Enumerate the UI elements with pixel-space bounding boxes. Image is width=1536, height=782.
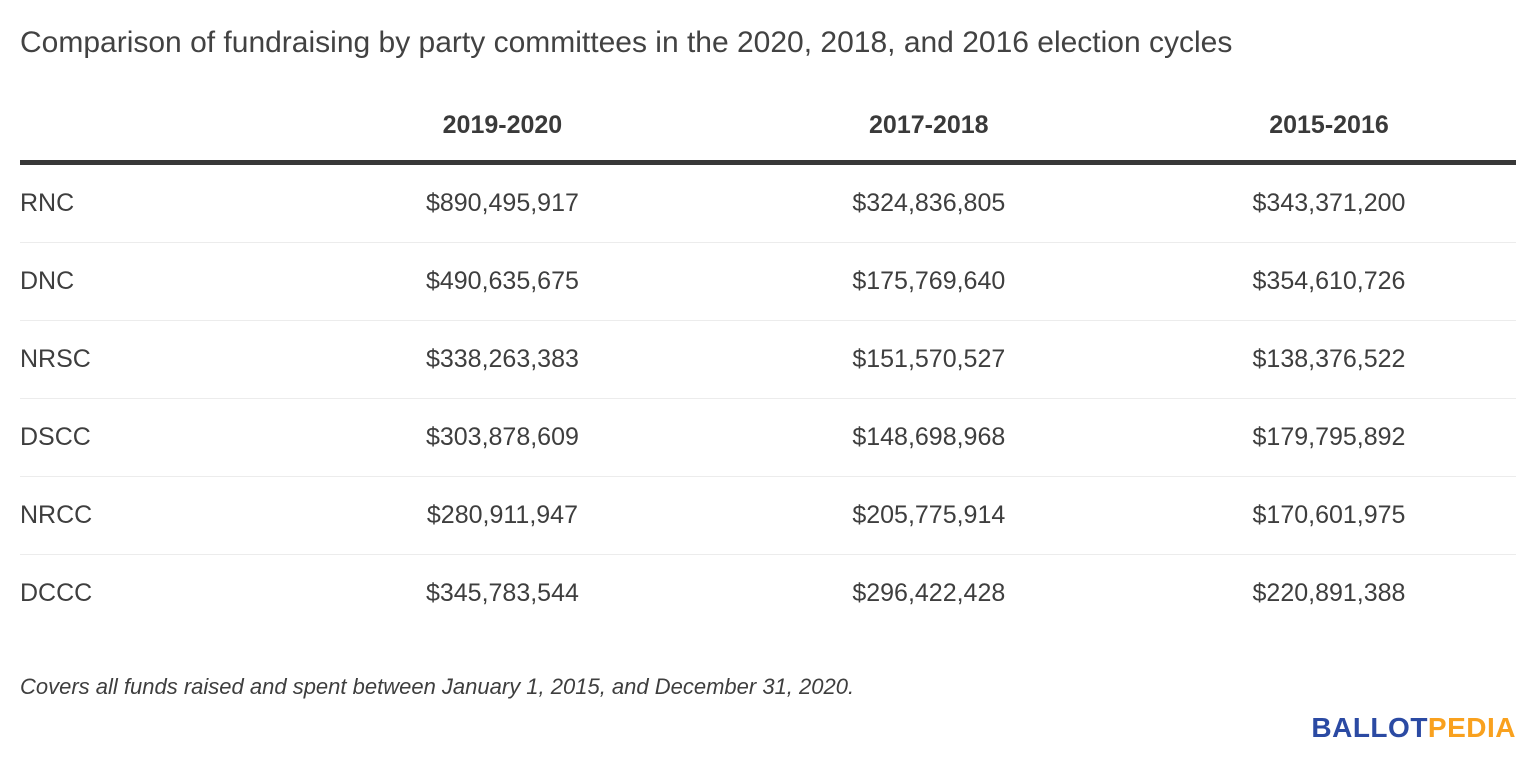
fundraising-infographic: Comparison of fundraising by party commi… xyxy=(0,26,1536,744)
value-cell: $343,371,200 xyxy=(1252,188,1406,217)
table-row-nrcc: NRCC $280,911,947 $205,775,914 $170,601,… xyxy=(20,475,1516,554)
header-cycle-2015-2016: 2015-2016 xyxy=(1141,60,1516,165)
logo-row: BALLOTPEDIA xyxy=(20,712,1516,744)
header-row: 2019-2020 2017-2018 2015-2016 xyxy=(20,60,1516,165)
logo-text-pedia: PEDIA xyxy=(1427,711,1516,743)
committee-label: DNC xyxy=(20,241,290,320)
table-row-nrsc: NRSC $338,263,383 $151,570,527 $138,376,… xyxy=(20,319,1516,398)
value-cell: $175,769,640 xyxy=(715,241,1142,320)
value-cell: $148,698,968 xyxy=(715,397,1142,476)
committee-label: NRCC xyxy=(20,475,290,554)
value-cell: $280,911,947 xyxy=(289,475,716,554)
header-cycle-2017-2018: 2017-2018 xyxy=(715,60,1142,165)
table-row-dscc: DSCC $303,878,609 $148,698,968 $179,795,… xyxy=(20,397,1516,476)
table-row-rnc: RNC $890,495,917 $324,836,805 $343,371,2… xyxy=(20,162,1516,242)
table-row-dnc: DNC $490,635,675 $175,769,640 $354,610,7… xyxy=(20,241,1516,320)
value-cell: $490,635,675 xyxy=(289,241,716,320)
header-cycle-2019-2020: 2019-2020 xyxy=(289,60,716,165)
value-cell: $303,878,609 xyxy=(289,397,716,476)
value-cell: $296,422,428 xyxy=(715,553,1142,632)
footnote: Covers all funds raised and spent betwee… xyxy=(20,673,855,699)
value-cell: $220,891,388 xyxy=(1141,553,1516,632)
committee-label: RNC xyxy=(20,188,75,217)
logo-text-ballot: BALLOT xyxy=(1311,711,1428,743)
value-cell: $170,601,975 xyxy=(1141,475,1516,554)
ballotpedia-logo: BALLOTPEDIA xyxy=(1311,712,1516,744)
value-cell: $354,610,726 xyxy=(1141,241,1516,320)
committee-label: DSCC xyxy=(20,397,290,476)
value-cell: $179,795,892 xyxy=(1141,397,1516,476)
value-cell: $324,836,805 xyxy=(852,188,1006,217)
value-cell: $138,376,522 xyxy=(1141,319,1516,398)
page-title: Comparison of fundraising by party commi… xyxy=(20,26,1233,59)
value-cell: $338,263,383 xyxy=(289,319,716,398)
value-cell: $205,775,914 xyxy=(715,475,1142,554)
committee-label: NRSC xyxy=(20,319,290,398)
value-cell: $151,570,527 xyxy=(715,319,1142,398)
value-cell: $890,495,917 xyxy=(425,188,579,217)
fundraising-table: 2019-2020 2017-2018 2015-2016 RNC $890,4… xyxy=(20,60,1516,632)
committee-label: DCCC xyxy=(20,553,290,632)
table-row-dccc: DCCC $345,783,544 $296,422,428 $220,891,… xyxy=(20,553,1516,632)
value-cell: $345,783,544 xyxy=(289,553,716,632)
header-committee-blank xyxy=(20,60,290,165)
